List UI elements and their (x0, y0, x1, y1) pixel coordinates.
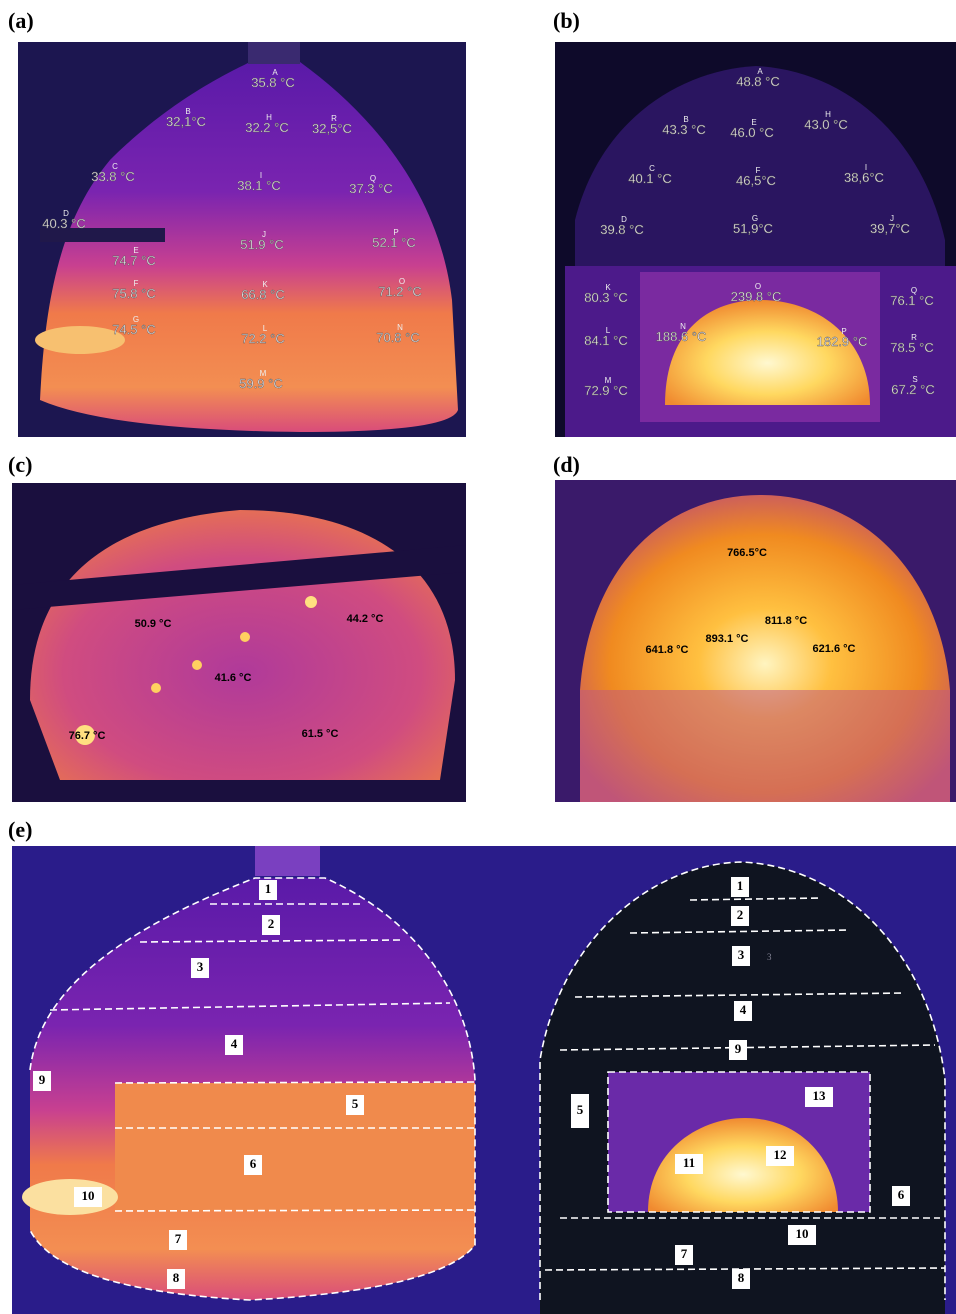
temperature-label: 74.7 °C (112, 253, 156, 268)
temperature-label: 893.1 °C (706, 633, 749, 645)
zone-number: 5 (352, 1096, 359, 1111)
panel-label: (b) (553, 8, 580, 33)
zone-number: 6 (898, 1187, 905, 1202)
zone-number: 3 (738, 947, 745, 962)
temperature-label: 84.1 °C (584, 333, 628, 348)
zone-number: 8 (738, 1270, 745, 1285)
zone-number: 11 (683, 1155, 695, 1170)
panel-label: (e) (8, 817, 32, 842)
temperature-label: 37.3 °C (349, 181, 393, 196)
zone-number: 1 (265, 881, 272, 896)
zone-number: 4 (231, 1036, 238, 1051)
temperature-label: 72.9 °C (584, 383, 628, 398)
temperature-label: 50.9 °C (135, 618, 172, 630)
temperature-label: 239.8 °C (731, 289, 782, 304)
temperature-label: 76.1 °C (890, 293, 934, 308)
temperature-label: 46.0 °C (730, 125, 774, 140)
zone-number: 2 (268, 916, 275, 931)
temperature-label: 72.2 °C (241, 331, 285, 346)
temperature-label: 71.2 °C (378, 284, 422, 299)
temperature-label: 41.6 °C (215, 672, 252, 684)
temperature-label: 38,6°C (844, 170, 884, 185)
temperature-label: 40.3 °C (42, 216, 86, 231)
zone-number: 4 (740, 1002, 747, 1017)
temperature-label: 52.1 °C (372, 235, 416, 250)
panel-b-image (555, 42, 956, 437)
temperature-label: 188.6 °C (656, 329, 707, 344)
temperature-label: 51.9 °C (240, 237, 284, 252)
temperature-label: 75.8 °C (112, 286, 156, 301)
panel-d-image (555, 480, 956, 802)
temperature-label: 61.5 °C (302, 728, 339, 740)
temperature-label: 76.7 °C (69, 730, 106, 742)
zone-number: 6 (250, 1156, 257, 1171)
temperature-label: 182.9 °C (817, 334, 868, 349)
temperature-label: 46,5°C (736, 173, 776, 188)
temperature-label: 59.9 °C (239, 376, 283, 391)
temperature-label: 80.3 °C (584, 290, 628, 305)
temperature-label: 766.5°C (727, 547, 767, 559)
zone-number: 13 (813, 1088, 827, 1103)
temperature-label: 43.0 °C (804, 117, 848, 132)
temperature-label: 38.1 °C (237, 178, 281, 193)
zone-number: 3 (197, 959, 204, 974)
temperature-label: 32.2 °C (245, 120, 289, 135)
temperature-label: 811.8 °C (765, 615, 807, 627)
zone-number: 9 (735, 1041, 742, 1056)
zone-number: 8 (173, 1270, 180, 1285)
temperature-label: 33.8 °C (91, 169, 135, 184)
temperature-label: 78.5 °C (890, 340, 934, 355)
temperature-label: 39.8 °C (600, 222, 644, 237)
temperature-label: 40.1 °C (628, 171, 672, 186)
zone-number: 10 (82, 1188, 95, 1203)
temperature-label: 621.6 °C (813, 643, 856, 655)
temperature-label: 48.8 °C (736, 74, 780, 89)
zone-number: 9 (39, 1072, 46, 1087)
temperature-label: 35.8 °C (251, 75, 295, 90)
temperature-label: 641.8 °C (646, 644, 689, 656)
panel-label: (a) (8, 8, 34, 33)
panel-label: (c) (8, 452, 32, 477)
temperature-label: 44.2 °C (347, 613, 384, 625)
temperature-label: 70.8 °C (376, 330, 420, 345)
zone-number: 10 (796, 1226, 809, 1241)
temperature-label: 67.2 °C (891, 382, 935, 397)
temperature-label: 32,5°C (312, 121, 352, 136)
zone-number: 5 (577, 1102, 584, 1117)
zone-note: 3 (767, 952, 772, 962)
zone-number: 1 (737, 878, 744, 893)
temperature-label: 51,9°C (733, 221, 773, 236)
zone-number: 7 (175, 1231, 182, 1246)
temperature-label: 32,1°C (166, 114, 206, 129)
temperature-label: 74.5 °C (112, 322, 156, 337)
temperature-label: 43.3 °C (662, 122, 706, 137)
panel-label: (d) (553, 452, 580, 477)
zone-number: 2 (737, 907, 744, 922)
temperature-label: 39,7°C (870, 221, 910, 236)
temperature-label: 66.8 °C (241, 287, 285, 302)
panel-c-image (12, 483, 466, 802)
figure: (a)A35.8 °CB32,1°CH32.2 °CR32,5°CC33.8 °… (0, 0, 956, 1314)
zone-number: 7 (681, 1246, 688, 1261)
zone-number: 12 (774, 1147, 787, 1162)
